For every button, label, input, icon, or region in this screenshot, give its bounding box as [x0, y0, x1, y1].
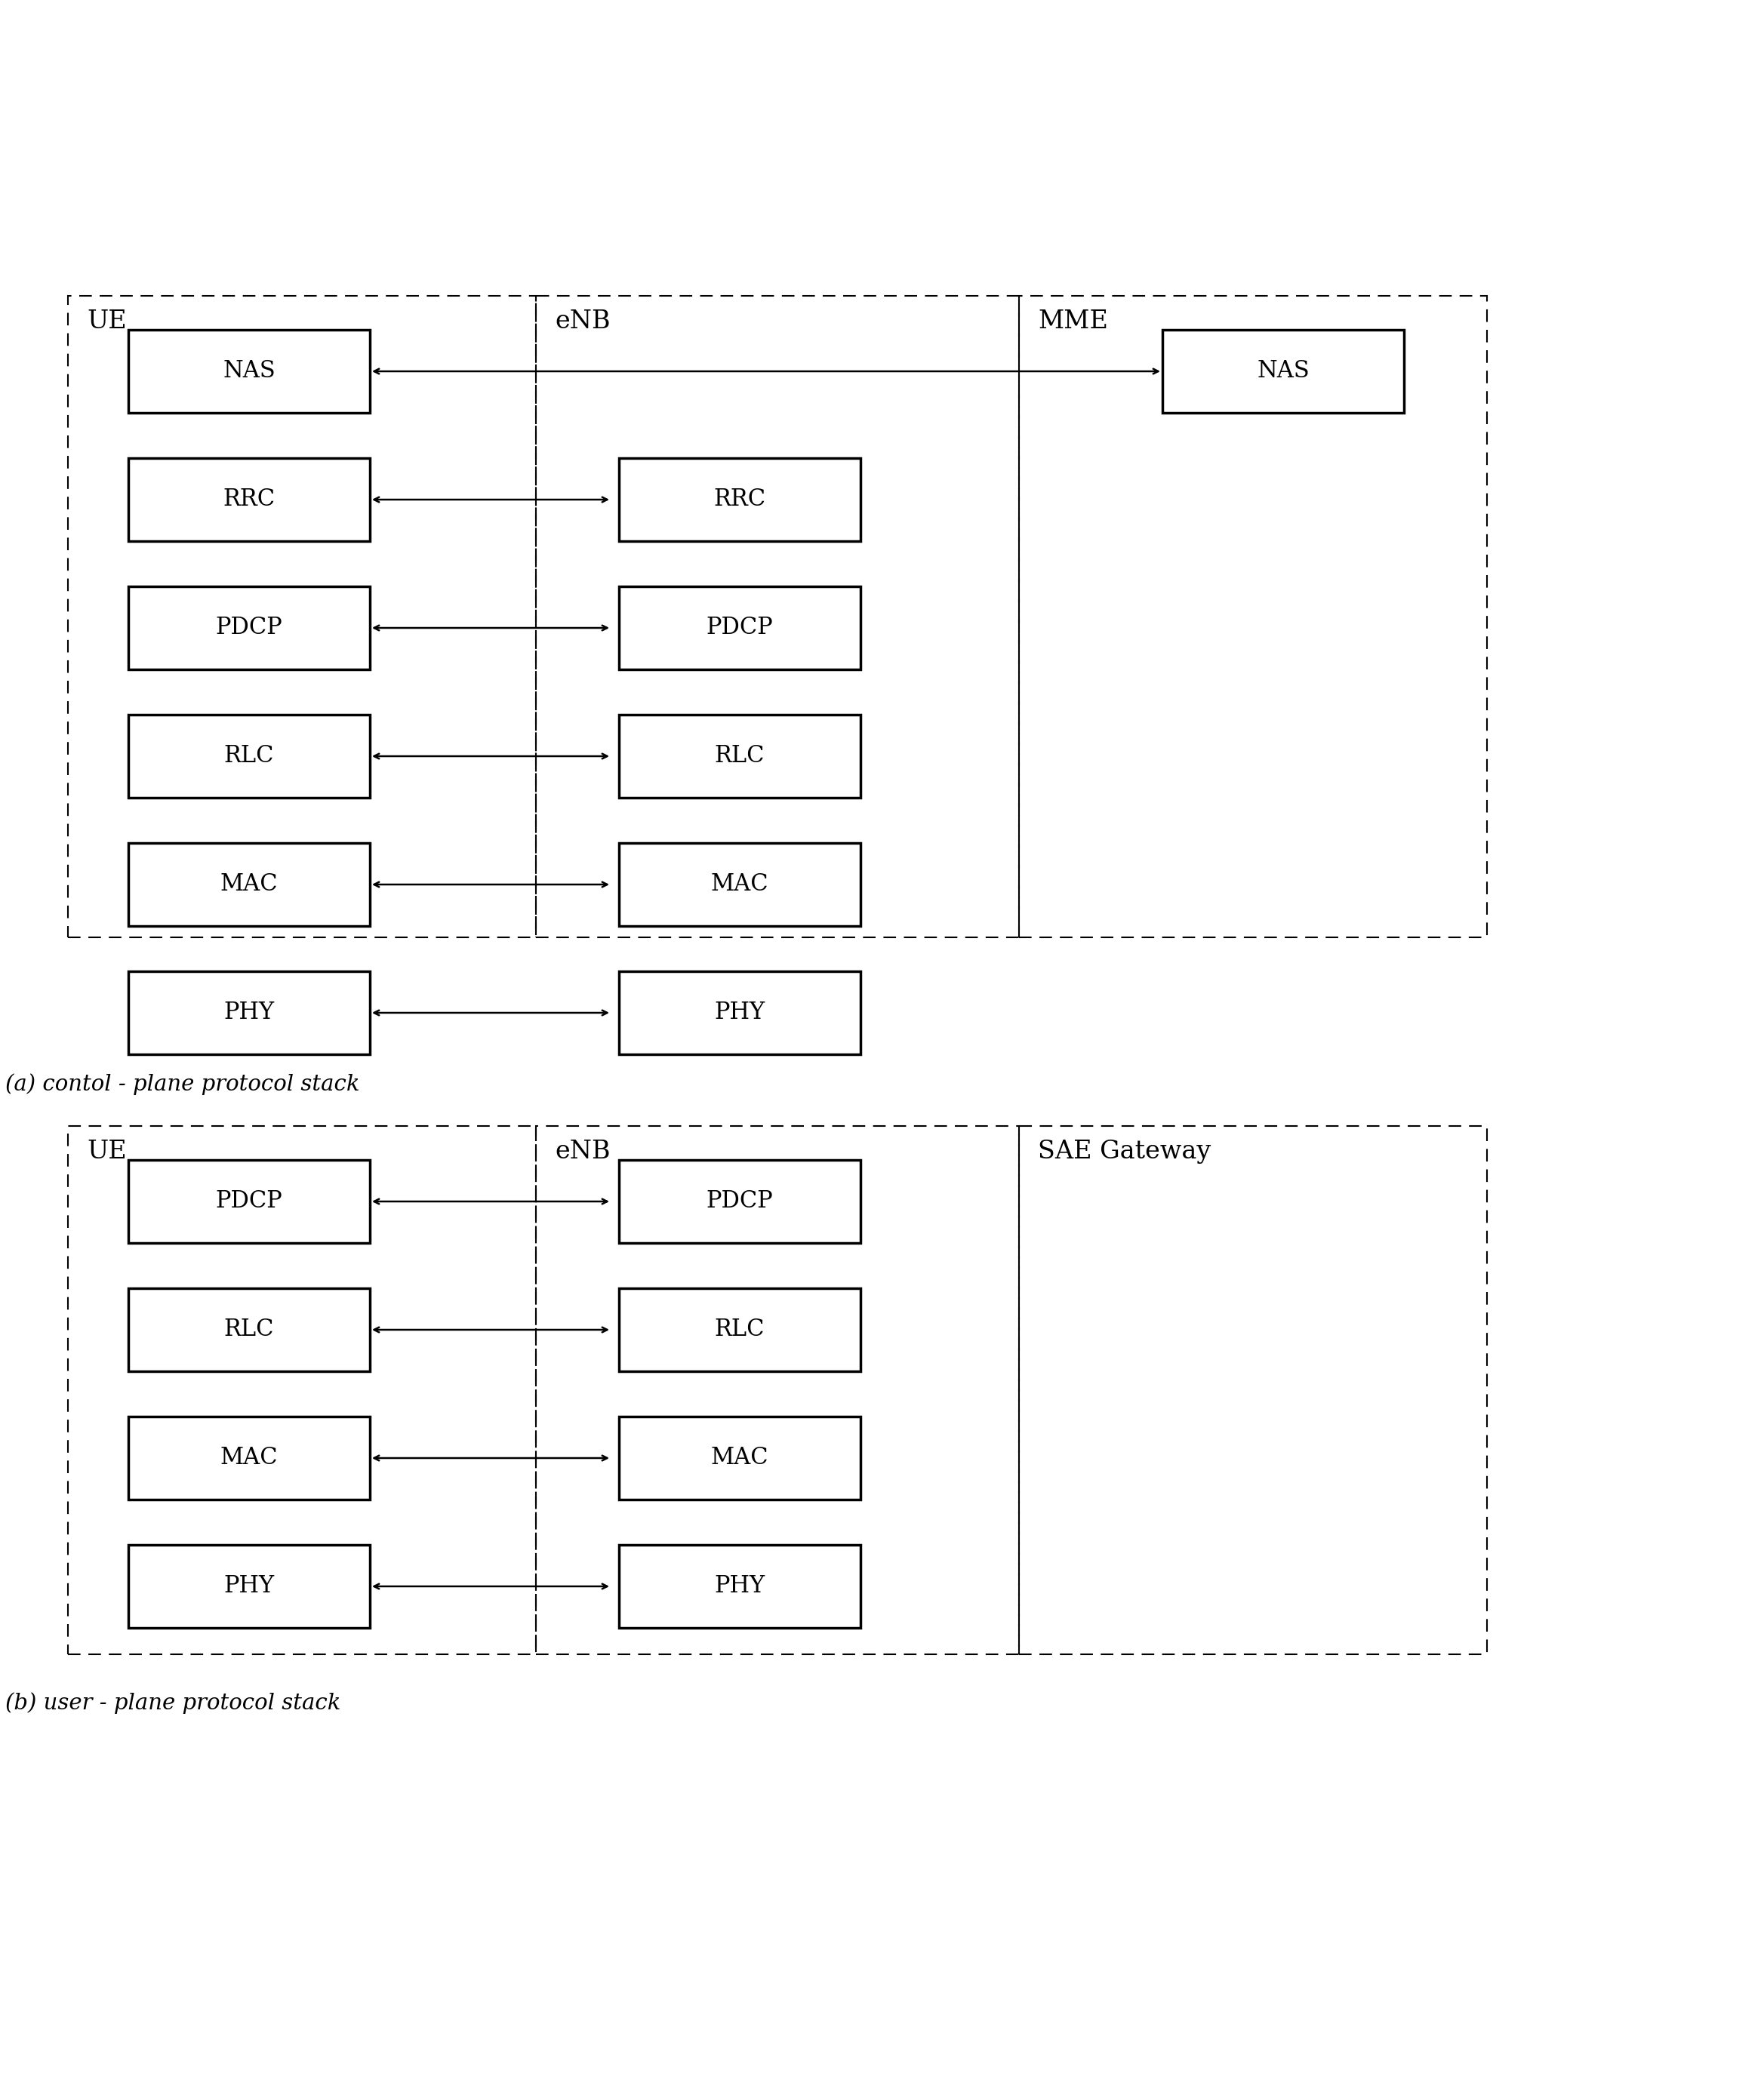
Bar: [1020, 295, 1487, 937]
Bar: [129, 331, 370, 412]
Text: NAS: NAS: [1258, 360, 1309, 383]
Text: RLC: RLC: [714, 745, 766, 768]
Bar: [129, 1416, 370, 1500]
Bar: [129, 843, 370, 927]
Bar: [536, 295, 1020, 937]
Bar: [619, 1289, 861, 1370]
Text: MAC: MAC: [711, 1446, 769, 1471]
Bar: [129, 1289, 370, 1370]
Text: RRC: RRC: [222, 487, 275, 510]
Bar: [619, 715, 861, 797]
Bar: [536, 1125, 1020, 1655]
Bar: [619, 843, 861, 927]
Text: PHY: PHY: [714, 1575, 766, 1598]
Text: MAC: MAC: [220, 1446, 279, 1471]
Text: NAS: NAS: [222, 360, 275, 383]
Bar: [129, 971, 370, 1054]
Text: PHY: PHY: [714, 1002, 766, 1025]
Text: RLC: RLC: [224, 1318, 273, 1341]
Text: PHY: PHY: [224, 1002, 275, 1025]
Text: eNB: eNB: [556, 310, 610, 333]
Bar: [619, 1159, 861, 1243]
Text: PDCP: PDCP: [215, 1190, 282, 1213]
Text: UE: UE: [86, 1140, 127, 1163]
Bar: [69, 1125, 536, 1655]
Text: RRC: RRC: [714, 487, 766, 510]
Text: RLC: RLC: [714, 1318, 766, 1341]
Text: MME: MME: [1037, 310, 1108, 333]
Text: SAE Gateway: SAE Gateway: [1037, 1140, 1210, 1163]
Text: UE: UE: [86, 310, 127, 333]
Text: PDCP: PDCP: [706, 617, 773, 640]
Bar: [1020, 1125, 1487, 1655]
Bar: [1162, 331, 1404, 412]
Bar: [129, 1544, 370, 1628]
Text: MAC: MAC: [711, 872, 769, 895]
Bar: [619, 458, 861, 542]
Bar: [619, 1416, 861, 1500]
Text: PDCP: PDCP: [706, 1190, 773, 1213]
Bar: [619, 586, 861, 669]
Text: eNB: eNB: [556, 1140, 610, 1163]
Bar: [129, 586, 370, 669]
Text: MAC: MAC: [220, 872, 279, 895]
Bar: [69, 295, 536, 937]
Text: PDCP: PDCP: [215, 617, 282, 640]
Bar: [619, 1544, 861, 1628]
Bar: [129, 458, 370, 542]
Bar: [619, 971, 861, 1054]
Text: (b) user - plane protocol stack: (b) user - plane protocol stack: [5, 1692, 340, 1713]
Bar: [129, 715, 370, 797]
Text: (a) contol - plane protocol stack: (a) contol - plane protocol stack: [5, 1073, 360, 1094]
Text: RLC: RLC: [224, 745, 273, 768]
Bar: [129, 1159, 370, 1243]
Text: PHY: PHY: [224, 1575, 275, 1598]
